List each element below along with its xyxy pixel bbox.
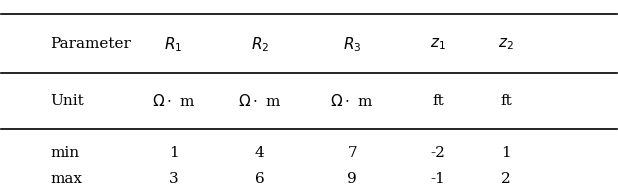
Text: ft: ft — [433, 94, 444, 108]
Text: -2: -2 — [431, 146, 446, 160]
Text: $z_1$: $z_1$ — [430, 37, 446, 52]
Text: 1: 1 — [501, 146, 510, 160]
Text: 1: 1 — [169, 146, 179, 160]
Text: max: max — [51, 172, 83, 186]
Text: Unit: Unit — [51, 94, 84, 108]
Text: 3: 3 — [169, 172, 179, 186]
Text: $\Omega \cdot$ m: $\Omega \cdot$ m — [152, 93, 195, 109]
Text: 6: 6 — [255, 172, 265, 186]
Text: $R_1$: $R_1$ — [164, 35, 183, 54]
Text: Parameter: Parameter — [51, 37, 132, 51]
Text: $z_2$: $z_2$ — [498, 37, 514, 52]
Text: ft: ft — [500, 94, 512, 108]
Text: $R_3$: $R_3$ — [343, 35, 362, 54]
Text: $\Omega \cdot$ m: $\Omega \cdot$ m — [238, 93, 281, 109]
Text: $R_2$: $R_2$ — [251, 35, 269, 54]
Text: min: min — [51, 146, 80, 160]
Text: -1: -1 — [431, 172, 446, 186]
Text: 4: 4 — [255, 146, 265, 160]
Text: 7: 7 — [347, 146, 357, 160]
Text: 9: 9 — [347, 172, 357, 186]
Text: $\Omega \cdot$ m: $\Omega \cdot$ m — [331, 93, 374, 109]
Text: 2: 2 — [501, 172, 510, 186]
